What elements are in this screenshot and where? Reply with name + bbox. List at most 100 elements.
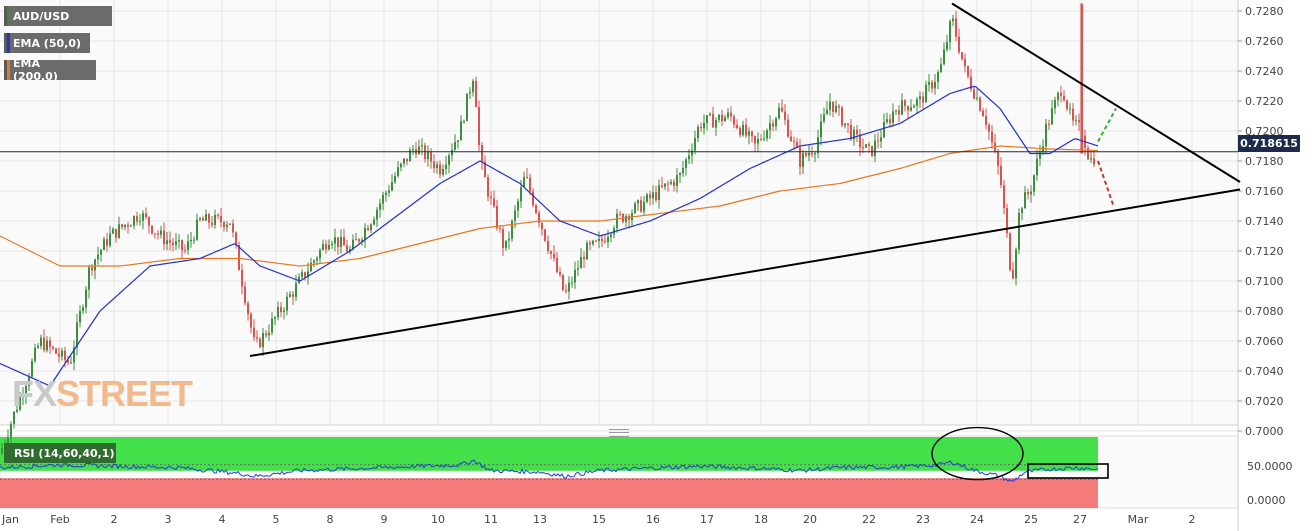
- candle-body: [991, 131, 993, 143]
- candle-body: [589, 242, 591, 245]
- candle-body: [568, 282, 570, 292]
- candle-body: [751, 131, 753, 137]
- candle-body: [976, 97, 978, 99]
- candle-body: [793, 141, 795, 143]
- candle-body: [151, 225, 153, 234]
- candle-body: [94, 259, 96, 271]
- candle-body: [262, 333, 264, 348]
- candle-body: [619, 213, 621, 215]
- candle-body: [403, 158, 405, 164]
- candle-body: [1060, 92, 1062, 96]
- candle-body: [364, 228, 366, 240]
- candle-body: [406, 158, 408, 162]
- candle-body: [127, 224, 129, 227]
- candle-body: [778, 107, 780, 119]
- legend-ema50-label: EMA (50,0): [13, 36, 81, 50]
- candle-body: [121, 224, 123, 228]
- candle-body: [256, 337, 258, 339]
- candle-body: [913, 105, 915, 108]
- candle-body: [931, 82, 933, 89]
- candle-body: [1090, 158, 1092, 160]
- y-tick-label: 0.7160: [1245, 185, 1284, 198]
- candle-body: [319, 249, 321, 259]
- legend-ema200[interactable]: EMA (200,0): [4, 57, 96, 83]
- candle-body: [736, 124, 738, 129]
- candle-body: [307, 271, 309, 278]
- candle-body: [748, 131, 750, 136]
- candle-body: [1072, 108, 1074, 121]
- candle-body: [160, 230, 162, 235]
- candle-body: [376, 209, 378, 220]
- candle-body: [352, 239, 354, 250]
- candle-body: [1012, 269, 1014, 279]
- candle-body: [925, 84, 927, 103]
- candle-body: [394, 176, 396, 182]
- x-tick-label: 2: [1189, 513, 1196, 526]
- candle-body: [877, 140, 879, 142]
- candle-body: [496, 205, 498, 229]
- current-price-badge: 0.718615: [1238, 135, 1300, 152]
- candle-body: [856, 129, 858, 135]
- candle-body: [460, 121, 462, 141]
- candle-body: [784, 111, 786, 120]
- x-tick-label: 13: [533, 513, 547, 526]
- legend-ema50[interactable]: EMA (50,0): [4, 33, 90, 53]
- candle-body: [412, 149, 414, 151]
- trendlines: [249, 2, 1241, 481]
- ema50-line: [0, 85, 1099, 387]
- candle-body: [823, 114, 825, 122]
- candle-body: [757, 138, 759, 144]
- candle-body: [277, 307, 279, 318]
- pane-resize-handle[interactable]: [609, 429, 629, 437]
- candle-body: [640, 200, 642, 212]
- y-tick-label: 0.7180: [1245, 155, 1284, 168]
- y-tick-label: 0.7280: [1245, 5, 1284, 18]
- candle-body: [499, 228, 501, 230]
- candle-body: [853, 129, 855, 140]
- candle-body: [40, 337, 42, 346]
- legend-rsi[interactable]: RSI (14,60,40,1): [4, 443, 116, 463]
- candle-body: [223, 222, 225, 228]
- candle-body: [373, 219, 375, 225]
- candle-body: [514, 210, 516, 221]
- candle-body: [289, 294, 291, 297]
- candle-body: [1006, 207, 1008, 234]
- candle-body: [31, 360, 33, 377]
- candle-body: [436, 164, 438, 169]
- candle-body: [1015, 249, 1017, 279]
- candle-body: [118, 224, 120, 238]
- candle-body: [37, 345, 39, 348]
- candle-body: [1054, 99, 1056, 109]
- candle-body: [763, 138, 765, 140]
- candle-body: [820, 121, 822, 138]
- candle-body: [154, 233, 156, 235]
- candle-body: [922, 96, 924, 103]
- candle-body: [538, 212, 540, 223]
- candle-body: [112, 228, 114, 234]
- candle-body: [673, 181, 675, 186]
- candle-body: [136, 216, 138, 222]
- candle-body: [130, 225, 132, 227]
- candle-body: [1009, 233, 1011, 270]
- x-tick-label: 15: [592, 513, 606, 526]
- legend-ema200-label: EMA (200,0): [13, 57, 58, 83]
- candle-body: [91, 267, 93, 271]
- legend-ema200-swatch: [7, 60, 10, 80]
- candle-body: [370, 224, 372, 231]
- bearish-projection: [1097, 160, 1114, 205]
- candle-body: [133, 216, 135, 226]
- legend-pair[interactable]: AUD/USD: [4, 6, 112, 26]
- candle-body: [727, 112, 729, 118]
- candle-body: [901, 100, 903, 115]
- candle-body: [886, 119, 888, 123]
- candle-body: [172, 242, 174, 246]
- candle-body: [625, 215, 627, 222]
- candle-body: [1000, 165, 1002, 186]
- candle-body: [58, 353, 60, 357]
- candle-body: [280, 307, 282, 312]
- candle-body: [304, 272, 306, 278]
- candle-body: [688, 155, 690, 160]
- candle-body: [832, 101, 834, 112]
- candle-body: [16, 409, 18, 412]
- candle-body: [607, 236, 609, 243]
